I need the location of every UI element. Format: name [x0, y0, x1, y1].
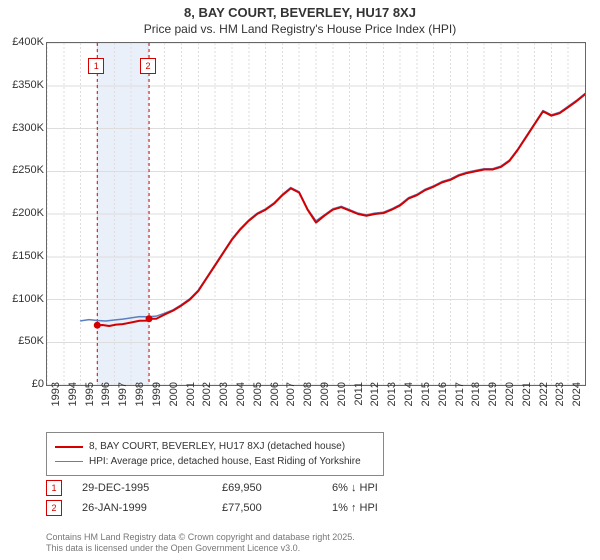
x-tick-label: 2011	[353, 382, 365, 422]
x-tick-label: 1999	[151, 382, 163, 422]
x-tick-label: 2009	[319, 382, 331, 422]
y-tick-label: £100K	[2, 293, 44, 305]
x-tick-label: 2003	[218, 382, 230, 422]
legend-swatch	[55, 446, 83, 448]
chart-svg	[47, 43, 585, 385]
plot-area	[46, 42, 586, 386]
event-marker-icon: 1	[88, 58, 104, 74]
sale-marker-icon: 2	[46, 500, 62, 516]
x-tick-label: 2002	[201, 382, 213, 422]
legend-label: 8, BAY COURT, BEVERLEY, HU17 8XJ (detach…	[89, 439, 345, 454]
x-tick-label: 2020	[504, 382, 516, 422]
x-tick-label: 2010	[336, 382, 348, 422]
sale-delta: 6% ↓ HPI	[332, 482, 422, 494]
event-marker-icon: 2	[140, 58, 156, 74]
legend: 8, BAY COURT, BEVERLEY, HU17 8XJ (detach…	[46, 432, 384, 476]
x-tick-label: 2024	[571, 382, 583, 422]
x-tick-label: 2022	[538, 382, 550, 422]
footer: Contains HM Land Registry data © Crown c…	[46, 532, 355, 554]
x-tick-label: 2007	[285, 382, 297, 422]
y-tick-label: £200K	[2, 207, 44, 219]
y-tick-label: £250K	[2, 164, 44, 176]
sales-table: 1 29-DEC-1995 £69,950 6% ↓ HPI 2 26-JAN-…	[46, 478, 422, 518]
chart-subtitle: Price paid vs. HM Land Registry's House …	[0, 20, 600, 40]
legend-label: HPI: Average price, detached house, East…	[89, 454, 361, 469]
legend-item: 8, BAY COURT, BEVERLEY, HU17 8XJ (detach…	[55, 439, 375, 454]
x-tick-label: 2015	[420, 382, 432, 422]
x-tick-label: 2018	[470, 382, 482, 422]
x-tick-label: 2016	[437, 382, 449, 422]
x-tick-label: 2023	[554, 382, 566, 422]
x-tick-label: 2021	[521, 382, 533, 422]
x-tick-label: 2001	[185, 382, 197, 422]
x-tick-label: 1994	[67, 382, 79, 422]
footer-line: Contains HM Land Registry data © Crown c…	[46, 532, 355, 543]
sale-date: 26-JAN-1999	[82, 502, 222, 514]
y-tick-label: £0	[2, 378, 44, 390]
x-tick-label: 1998	[134, 382, 146, 422]
chart-title: 8, BAY COURT, BEVERLEY, HU17 8XJ	[0, 0, 600, 20]
y-tick-label: £400K	[2, 36, 44, 48]
y-tick-label: £150K	[2, 250, 44, 262]
x-tick-label: 1997	[117, 382, 129, 422]
y-tick-label: £300K	[2, 122, 44, 134]
x-tick-label: 1995	[84, 382, 96, 422]
footer-line: This data is licensed under the Open Gov…	[46, 543, 355, 554]
x-tick-label: 2017	[454, 382, 466, 422]
sale-delta: 1% ↑ HPI	[332, 502, 422, 514]
legend-item: HPI: Average price, detached house, East…	[55, 454, 375, 469]
sales-row: 2 26-JAN-1999 £77,500 1% ↑ HPI	[46, 498, 422, 518]
y-tick-label: £50K	[2, 335, 44, 347]
x-tick-label: 2013	[386, 382, 398, 422]
sale-marker-icon: 1	[46, 480, 62, 496]
x-tick-label: 2005	[252, 382, 264, 422]
x-tick-label: 1993	[50, 382, 62, 422]
legend-swatch	[55, 461, 83, 463]
x-tick-label: 2012	[369, 382, 381, 422]
sale-price: £77,500	[222, 502, 332, 514]
x-tick-label: 2014	[403, 382, 415, 422]
sales-row: 1 29-DEC-1995 £69,950 6% ↓ HPI	[46, 478, 422, 498]
x-tick-label: 2004	[235, 382, 247, 422]
y-tick-label: £350K	[2, 79, 44, 91]
x-tick-label: 1996	[100, 382, 112, 422]
x-tick-label: 2019	[487, 382, 499, 422]
sale-price: £69,950	[222, 482, 332, 494]
x-tick-label: 2008	[302, 382, 314, 422]
x-tick-label: 2006	[269, 382, 281, 422]
sale-date: 29-DEC-1995	[82, 482, 222, 494]
x-tick-label: 2000	[168, 382, 180, 422]
